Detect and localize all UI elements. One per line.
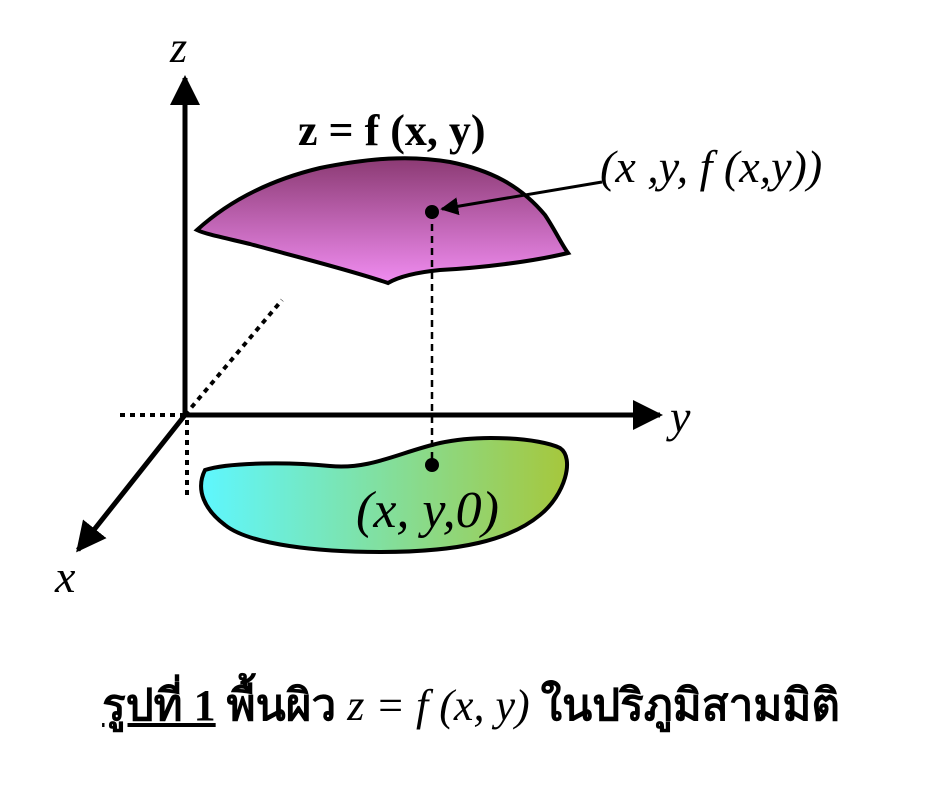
caption-text-before: พื้นผิว	[226, 681, 337, 730]
lower-point-label: (x, y,0)	[356, 482, 499, 539]
pointer-arrow	[440, 180, 603, 216]
surface	[193, 156, 572, 286]
surface-point	[425, 205, 439, 219]
figure-number: รูปที่ 1	[102, 681, 216, 730]
upper-point-label: (x ,y, f (x,y))	[600, 141, 822, 192]
y-axis-label: y	[666, 391, 691, 442]
figure-caption: รูปที่ 1 พื้นผิว z = f (x, y) ในปริภูมิส…	[0, 670, 942, 740]
x-axis-label: x	[54, 551, 76, 602]
domain-point	[425, 458, 439, 472]
x-axis	[76, 413, 187, 553]
caption-equation: z = f (x, y)	[347, 681, 530, 730]
caption-text-after: ในปริภูมิสามมิติ	[540, 681, 840, 730]
surface-equation-label: z = f (x, y)	[298, 106, 486, 155]
x-axis-negative-dotted	[183, 298, 284, 417]
domain-region	[199, 436, 570, 555]
z-axis-label: z	[169, 23, 187, 72]
